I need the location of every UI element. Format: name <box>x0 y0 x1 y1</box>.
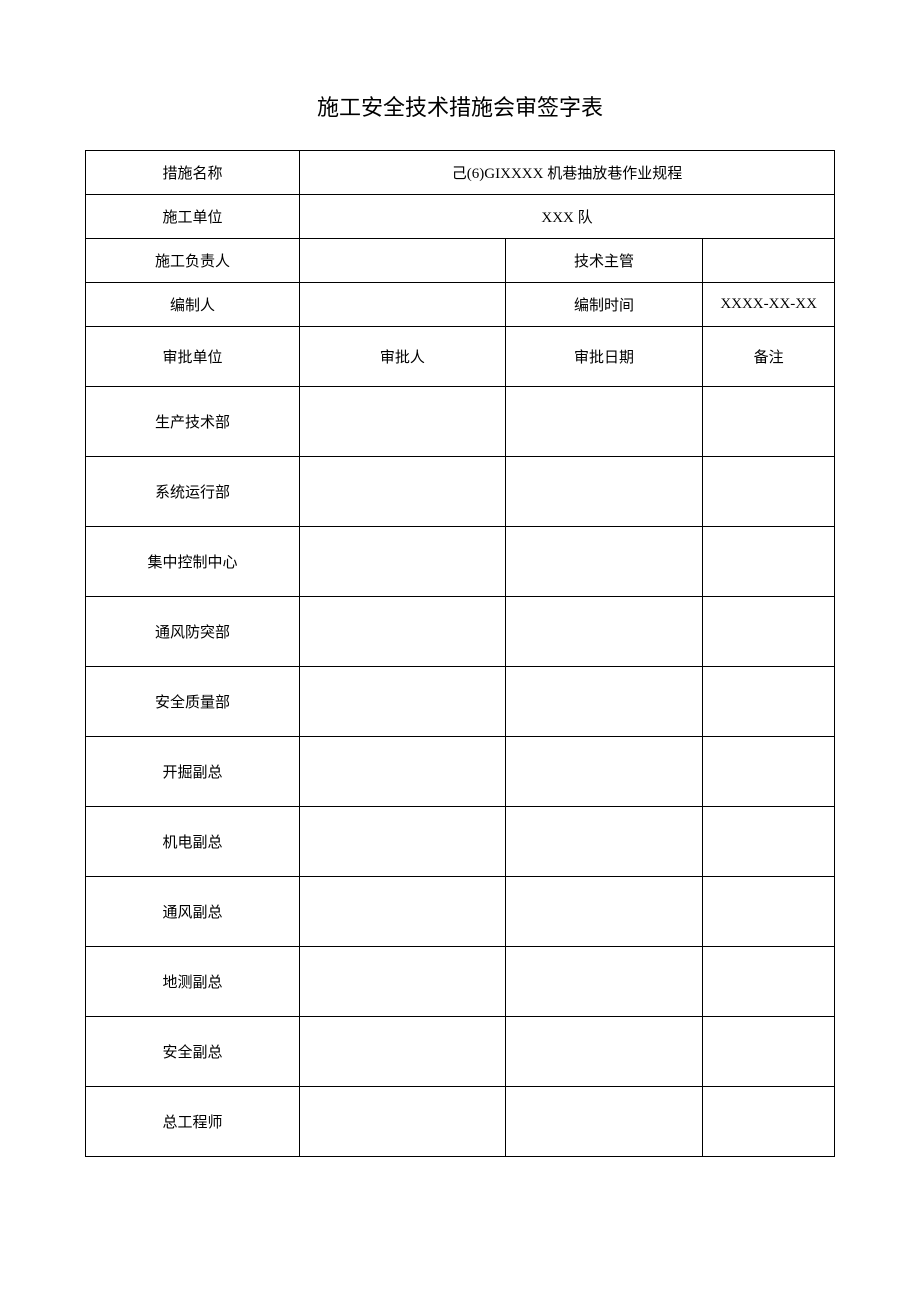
approval-remark-cell <box>703 1087 835 1157</box>
measure-name-value: 己(6)GIXXXX 机巷抽放巷作业规程 <box>300 151 835 195</box>
table-row: 生产技术部 <box>86 387 835 457</box>
approval-person-cell <box>300 947 506 1017</box>
approval-unit-cell: 通风副总 <box>86 877 300 947</box>
approval-unit-cell: 生产技术部 <box>86 387 300 457</box>
construction-unit-label: 施工单位 <box>86 195 300 239</box>
page-title: 施工安全技术措施会审签字表 <box>85 90 835 122</box>
table-row: 施工单位 XXX 队 <box>86 195 835 239</box>
table-row: 总工程师 <box>86 1087 835 1157</box>
approval-person-cell <box>300 737 506 807</box>
approval-date-header: 审批日期 <box>505 327 703 387</box>
approval-date-cell <box>505 1017 703 1087</box>
approval-unit-cell: 系统运行部 <box>86 457 300 527</box>
approval-remark-cell <box>703 597 835 667</box>
compiler-value <box>300 283 506 327</box>
table-row: 施工负责人 技术主管 <box>86 239 835 283</box>
table-row: 集中控制中心 <box>86 527 835 597</box>
approval-date-cell <box>505 737 703 807</box>
approval-remark-cell <box>703 947 835 1017</box>
approval-remark-cell <box>703 807 835 877</box>
table-row: 系统运行部 <box>86 457 835 527</box>
approval-person-cell <box>300 457 506 527</box>
approval-unit-cell: 地测副总 <box>86 947 300 1017</box>
approval-unit-cell: 安全质量部 <box>86 667 300 737</box>
table-row: 安全质量部 <box>86 667 835 737</box>
approval-date-cell <box>505 877 703 947</box>
approval-date-cell <box>505 947 703 1017</box>
approval-person-cell <box>300 597 506 667</box>
approval-remark-cell <box>703 527 835 597</box>
approval-unit-cell: 机电副总 <box>86 807 300 877</box>
table-row: 地测副总 <box>86 947 835 1017</box>
approval-person-cell <box>300 667 506 737</box>
approval-unit-cell: 集中控制中心 <box>86 527 300 597</box>
compile-time-label: 编制时间 <box>505 283 703 327</box>
responsible-person-label: 施工负责人 <box>86 239 300 283</box>
approval-date-cell <box>505 527 703 597</box>
approval-date-cell <box>505 667 703 737</box>
table-row: 编制人 编制时间 XXXX-XX-XX <box>86 283 835 327</box>
approval-remark-cell <box>703 737 835 807</box>
approval-remark-cell <box>703 667 835 737</box>
approval-person-cell <box>300 877 506 947</box>
approval-date-cell <box>505 1087 703 1157</box>
table-row: 开掘副总 <box>86 737 835 807</box>
table-row: 安全副总 <box>86 1017 835 1087</box>
approval-person-cell <box>300 1017 506 1087</box>
tech-director-label: 技术主管 <box>505 239 703 283</box>
approval-unit-cell: 通风防突部 <box>86 597 300 667</box>
approval-date-cell <box>505 597 703 667</box>
approval-unit-cell: 开掘副总 <box>86 737 300 807</box>
table-row: 通风防突部 <box>86 597 835 667</box>
approval-date-cell <box>505 387 703 457</box>
approval-remark-header: 备注 <box>703 327 835 387</box>
table-row: 机电副总 <box>86 807 835 877</box>
approval-person-cell <box>300 807 506 877</box>
approval-date-cell <box>505 807 703 877</box>
measure-name-label: 措施名称 <box>86 151 300 195</box>
construction-unit-value: XXX 队 <box>300 195 835 239</box>
approval-person-cell <box>300 387 506 457</box>
compiler-label: 编制人 <box>86 283 300 327</box>
table-row: 审批单位 审批人 审批日期 备注 <box>86 327 835 387</box>
table-row: 通风副总 <box>86 877 835 947</box>
approval-remark-cell <box>703 877 835 947</box>
approval-unit-cell: 安全副总 <box>86 1017 300 1087</box>
approval-unit-cell: 总工程师 <box>86 1087 300 1157</box>
table-row: 措施名称 己(6)GIXXXX 机巷抽放巷作业规程 <box>86 151 835 195</box>
tech-director-value <box>703 239 835 283</box>
approval-person-cell <box>300 1087 506 1157</box>
compile-time-value: XXXX-XX-XX <box>703 283 835 327</box>
approval-person-cell <box>300 527 506 597</box>
approval-date-cell <box>505 457 703 527</box>
approval-remark-cell <box>703 1017 835 1087</box>
approval-remark-cell <box>703 387 835 457</box>
responsible-person-value <box>300 239 506 283</box>
approval-remark-cell <box>703 457 835 527</box>
approval-person-header: 审批人 <box>300 327 506 387</box>
approval-table: 措施名称 己(6)GIXXXX 机巷抽放巷作业规程 施工单位 XXX 队 施工负… <box>85 150 835 1157</box>
approval-unit-header: 审批单位 <box>86 327 300 387</box>
